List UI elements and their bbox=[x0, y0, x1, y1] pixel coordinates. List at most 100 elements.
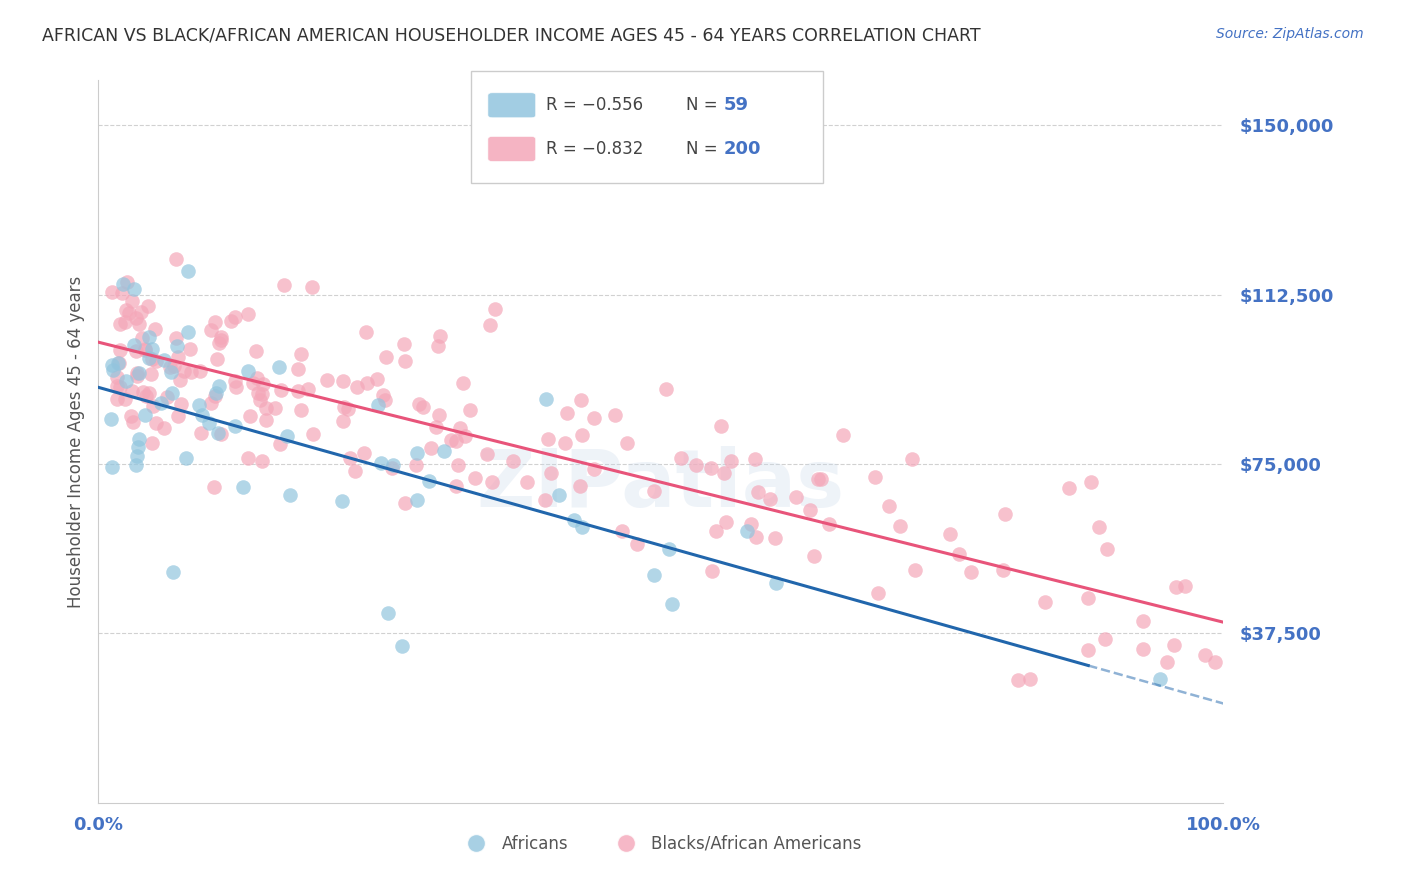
Text: AFRICAN VS BLACK/AFRICAN AMERICAN HOUSEHOLDER INCOME AGES 45 - 64 YEARS CORRELAT: AFRICAN VS BLACK/AFRICAN AMERICAN HOUSEH… bbox=[42, 27, 981, 45]
Point bbox=[166, 339, 188, 353]
Point bbox=[785, 490, 807, 504]
Point bbox=[765, 576, 787, 591]
Point bbox=[134, 342, 156, 356]
Point bbox=[547, 488, 569, 502]
Point bbox=[190, 425, 212, 440]
Point bbox=[1035, 595, 1057, 609]
Point bbox=[204, 315, 226, 329]
Text: Source: ZipAtlas.com: Source: ZipAtlas.com bbox=[1216, 27, 1364, 41]
Point bbox=[120, 409, 142, 423]
Point bbox=[377, 607, 399, 621]
Point bbox=[960, 565, 983, 579]
Point bbox=[1088, 520, 1111, 534]
Point bbox=[582, 461, 605, 475]
Point bbox=[315, 373, 337, 387]
Point bbox=[246, 371, 269, 385]
Point bbox=[603, 408, 626, 422]
Point bbox=[149, 396, 172, 410]
Point bbox=[224, 374, 246, 388]
Point bbox=[108, 317, 131, 331]
Point bbox=[569, 393, 592, 408]
Point bbox=[115, 276, 138, 290]
Point bbox=[427, 408, 450, 422]
Point bbox=[209, 333, 232, 347]
Point bbox=[111, 286, 134, 301]
Point bbox=[1163, 638, 1185, 652]
Point bbox=[110, 343, 132, 358]
Legend: Africans, Blacks/African Americans: Africans, Blacks/African Americans bbox=[453, 828, 869, 860]
Point bbox=[105, 379, 128, 393]
Point bbox=[425, 419, 447, 434]
Point bbox=[339, 451, 361, 466]
Point bbox=[238, 364, 260, 378]
Point bbox=[720, 454, 742, 468]
Point bbox=[252, 376, 274, 391]
Point bbox=[101, 460, 124, 475]
Point bbox=[394, 354, 416, 368]
Point bbox=[464, 471, 486, 485]
Point bbox=[458, 403, 481, 417]
Text: ZIPatlas: ZIPatlas bbox=[477, 446, 845, 524]
Point bbox=[252, 454, 274, 468]
Point bbox=[1149, 672, 1171, 686]
Point bbox=[370, 456, 392, 470]
Point bbox=[249, 393, 271, 408]
Point bbox=[540, 467, 562, 481]
Point bbox=[245, 344, 267, 359]
Point bbox=[616, 436, 638, 450]
Point bbox=[287, 361, 309, 376]
Point bbox=[166, 350, 188, 364]
Point bbox=[373, 388, 395, 402]
Point bbox=[114, 315, 136, 329]
Point bbox=[207, 336, 229, 351]
Point bbox=[236, 451, 259, 466]
Point bbox=[367, 399, 389, 413]
Point bbox=[658, 541, 681, 556]
Point bbox=[125, 450, 148, 464]
Point bbox=[374, 351, 396, 365]
Point bbox=[502, 454, 524, 468]
Point bbox=[163, 359, 186, 373]
Point bbox=[127, 440, 149, 454]
Point bbox=[170, 397, 193, 411]
Point bbox=[406, 446, 429, 460]
Point bbox=[209, 329, 232, 343]
Point bbox=[198, 417, 221, 431]
Point bbox=[242, 376, 264, 390]
Point bbox=[125, 344, 148, 359]
Point bbox=[994, 507, 1017, 521]
Point bbox=[710, 418, 733, 433]
Point bbox=[135, 389, 157, 403]
Point bbox=[1156, 655, 1178, 669]
Text: R = −0.556: R = −0.556 bbox=[546, 96, 643, 114]
Point bbox=[1204, 655, 1226, 669]
Point bbox=[408, 397, 430, 411]
Point bbox=[142, 399, 165, 413]
Point bbox=[165, 331, 187, 345]
Point bbox=[205, 385, 228, 400]
Point bbox=[740, 517, 762, 532]
Point bbox=[167, 409, 190, 423]
Point bbox=[290, 347, 312, 361]
Point bbox=[254, 401, 277, 415]
Point bbox=[447, 458, 470, 472]
Point bbox=[419, 441, 441, 455]
Point bbox=[128, 432, 150, 446]
Point bbox=[219, 313, 242, 327]
Point bbox=[571, 428, 593, 442]
Point bbox=[807, 472, 830, 486]
Point bbox=[273, 278, 295, 293]
Point bbox=[904, 563, 927, 577]
Point bbox=[141, 342, 163, 356]
Point bbox=[744, 452, 766, 467]
Point bbox=[356, 376, 378, 390]
Point bbox=[799, 503, 821, 517]
Point bbox=[247, 385, 270, 400]
Point bbox=[612, 524, 634, 538]
Point bbox=[643, 568, 665, 582]
Point bbox=[429, 329, 451, 343]
Point bbox=[381, 458, 404, 473]
Point bbox=[159, 359, 181, 374]
Point bbox=[207, 426, 229, 441]
Point bbox=[1174, 579, 1197, 593]
